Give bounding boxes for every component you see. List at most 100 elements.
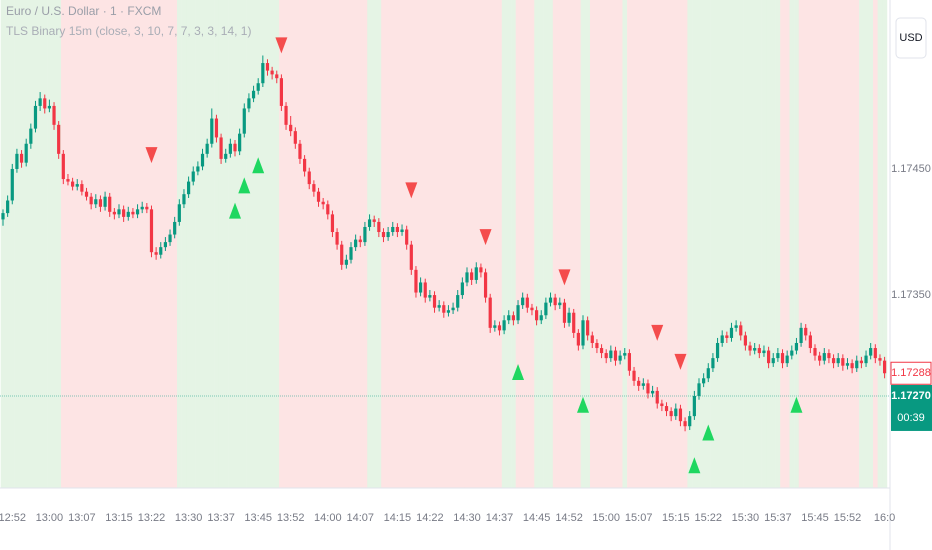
trend-zone <box>47 0 53 488</box>
candle-body <box>669 411 673 417</box>
candle-body <box>474 267 478 280</box>
trend-zone <box>599 0 605 488</box>
candle-body <box>80 184 84 192</box>
x-tick-label: 15:30 <box>732 512 760 524</box>
candle-body <box>419 282 423 293</box>
candle-body <box>743 335 747 346</box>
trend-zone <box>617 0 623 488</box>
candle-body <box>242 108 246 134</box>
trend-zone <box>84 0 90 488</box>
trend-zone <box>803 0 809 488</box>
trend-zone <box>450 0 456 488</box>
trend-zone <box>311 0 317 488</box>
candle-body <box>706 368 710 379</box>
trend-zone <box>576 0 581 488</box>
trend-zone <box>687 0 693 488</box>
trend-zone <box>190 0 196 488</box>
currency-button[interactable] <box>895 17 927 59</box>
trend-zone <box>863 0 869 488</box>
indicator-label: TLS Binary 15m (close, 3, 10, 7, 7, 3, 3… <box>6 24 251 38</box>
trend-zone <box>733 0 739 488</box>
trend-zone <box>204 0 210 488</box>
trend-zone <box>678 0 684 488</box>
candle-body <box>511 315 515 321</box>
candle-body <box>10 168 14 201</box>
candle-body <box>219 137 223 159</box>
trend-zone <box>186 0 192 488</box>
trend-zone <box>729 0 735 488</box>
x-tick-label: 14:52 <box>555 512 583 524</box>
trend-zone <box>705 0 711 488</box>
candle-body <box>6 200 10 214</box>
trend-zone <box>265 0 271 488</box>
x-tick-label: 15:00 <box>592 512 620 524</box>
trend-zone <box>65 0 71 488</box>
candle-body <box>502 320 506 331</box>
trend-zone <box>719 0 725 488</box>
sell-signal <box>558 269 571 286</box>
trend-zone <box>19 0 25 488</box>
candle-body <box>200 153 205 167</box>
candle-body <box>196 166 200 172</box>
candle-body <box>354 239 358 248</box>
candle-body <box>405 229 409 245</box>
candle-body <box>265 63 270 71</box>
trend-zone <box>125 0 131 488</box>
trend-zone <box>548 0 554 488</box>
trend-zone <box>107 0 113 488</box>
trend-zone <box>98 0 104 488</box>
candle-body <box>562 302 567 323</box>
trend-zone <box>320 0 326 488</box>
candle-body <box>697 383 701 396</box>
trend-zone <box>529 0 535 488</box>
candle-body <box>94 199 98 205</box>
trend-zone <box>566 0 572 488</box>
candle-body <box>15 153 19 169</box>
trend-zone <box>752 0 758 488</box>
candle-body <box>539 315 543 321</box>
currency-label[interactable]: USD <box>899 32 922 44</box>
candle-body <box>762 350 766 354</box>
trend-zone <box>506 0 512 488</box>
candle-body <box>711 358 715 369</box>
trend-zone <box>371 0 377 488</box>
candle-body <box>734 325 738 328</box>
trend-zone <box>840 0 846 488</box>
candle-body <box>678 408 683 422</box>
trend-zone <box>464 0 470 488</box>
trend-zone <box>877 0 883 488</box>
trend-zone <box>868 0 874 488</box>
trend-zone <box>330 0 336 488</box>
candle-body <box>391 226 395 233</box>
trend-zone <box>218 0 224 488</box>
candle-body <box>335 232 339 245</box>
x-tick-label: 14:30 <box>453 512 481 524</box>
candle-body <box>340 244 344 265</box>
trend-zone <box>269 0 275 488</box>
x-tick-label: 13:37 <box>207 512 235 524</box>
buy-signal <box>702 424 715 441</box>
candle-body <box>688 416 692 427</box>
trend-zone <box>631 0 637 488</box>
trend-zone <box>302 0 308 488</box>
candle-body <box>168 234 172 243</box>
trend-zone <box>715 0 721 488</box>
candle-body <box>395 226 399 233</box>
candle-body <box>692 395 696 417</box>
candle-body <box>312 184 316 192</box>
candle-body <box>637 380 641 386</box>
candle-body <box>883 360 887 374</box>
candle-body <box>799 327 803 343</box>
candle-body <box>251 90 256 99</box>
candle-body <box>224 153 228 159</box>
last-price-label: 1.17288 <box>891 367 931 379</box>
buy-signal <box>238 177 251 194</box>
candle-body <box>75 184 79 187</box>
trend-zone <box>543 0 549 488</box>
candle-body <box>753 348 757 351</box>
candle-body <box>845 363 850 366</box>
candle-body <box>191 171 195 182</box>
trend-zone <box>139 0 145 488</box>
trend-zone <box>473 0 479 488</box>
trend-zone <box>88 0 94 488</box>
